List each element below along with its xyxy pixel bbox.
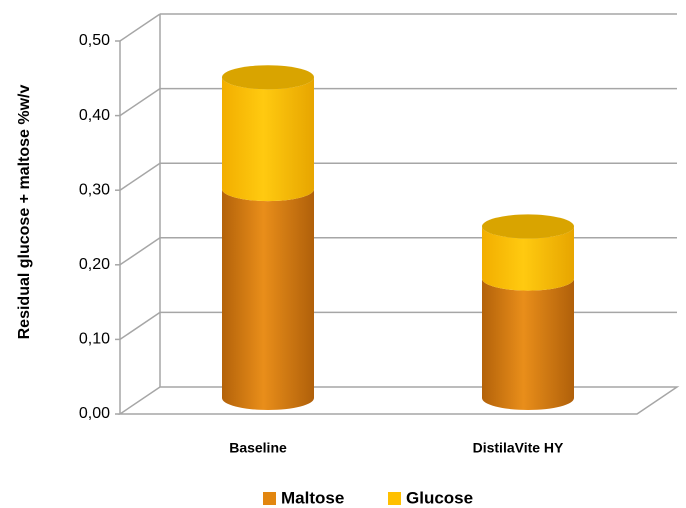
bar-glucose-body: [482, 226, 574, 291]
bar-maltose-body: [482, 278, 574, 410]
legend-swatch: [263, 492, 276, 505]
category-labels: Baseline DistilaVite HY: [229, 440, 564, 456]
legend-item-glucose: Glucose: [388, 488, 473, 507]
legend-label: Glucose: [406, 488, 473, 507]
legend: Maltose Glucose: [263, 488, 473, 507]
bar-maltose-1: [482, 278, 574, 410]
legend-swatch: [388, 492, 401, 505]
y-tick-label: 0,30: [79, 181, 110, 198]
gridline-diag: [119, 162, 161, 191]
y-tick-label: 0,40: [79, 107, 110, 124]
y-tick-labels: 0,00 0,10 0,20 0,30 0,40 0,50: [79, 32, 110, 422]
grid: [115, 13, 680, 415]
gridline-diag: [119, 87, 161, 117]
bars: [222, 65, 574, 410]
legend-item-maltose: Maltose: [263, 488, 344, 507]
bar-glucose-0: [222, 77, 314, 202]
gridline-diag: [119, 237, 161, 266]
category-label: DistilaVite HY: [473, 440, 564, 456]
gridline-diag: [119, 311, 161, 341]
bar-top-cap: [482, 214, 574, 239]
y-tick-label: 0,20: [79, 256, 110, 273]
bar-maltose-body: [222, 189, 314, 410]
legend-label: Maltose: [281, 488, 344, 507]
bar-glucose-1: [482, 226, 574, 291]
bar-glucose-body: [222, 77, 314, 202]
gridline-diag: [119, 13, 161, 42]
y-axis-label: Residual glucose + maltose %w/v: [16, 85, 33, 340]
bar-maltose-0: [222, 189, 314, 410]
y-tick-label: 0,10: [79, 331, 110, 348]
y-tick-label: 0,00: [79, 405, 110, 422]
floor: [117, 386, 680, 415]
y-tick-label: 0,50: [79, 32, 110, 49]
bar-top-cap: [222, 65, 314, 90]
category-label: Baseline: [229, 440, 287, 456]
